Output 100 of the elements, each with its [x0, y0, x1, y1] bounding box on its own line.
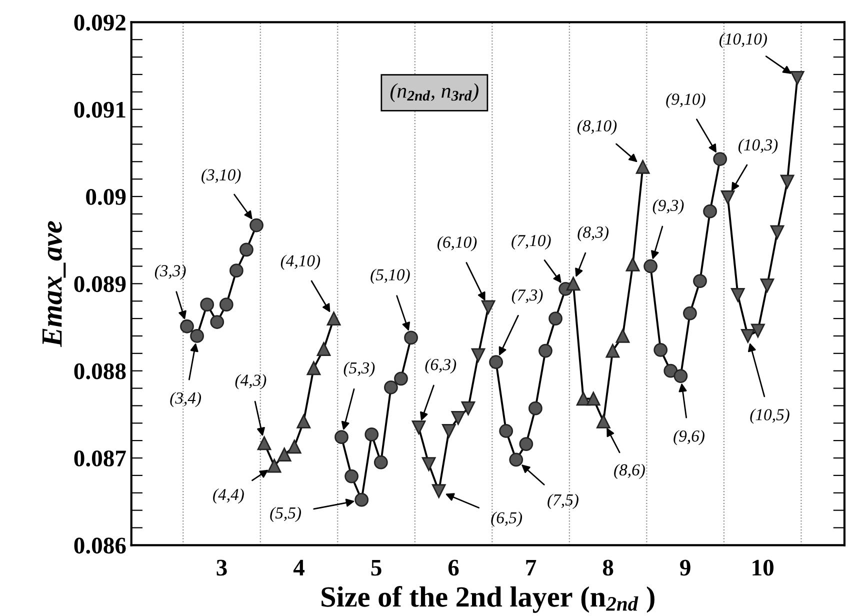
annotation: (10,5) — [750, 408, 790, 424]
point — [730, 288, 745, 302]
annotation: (8,6) — [614, 464, 645, 479]
point — [190, 329, 204, 343]
point — [636, 160, 650, 174]
point — [616, 329, 630, 343]
point — [384, 380, 398, 394]
annotation: (7,3) — [512, 288, 543, 304]
point — [442, 424, 456, 438]
point — [750, 324, 765, 338]
point — [664, 364, 678, 378]
point — [461, 401, 476, 416]
x-tick-label: 5 — [371, 560, 382, 576]
annotation: (9,6) — [674, 430, 704, 446]
point — [780, 174, 794, 189]
annotation: (5,3) — [344, 362, 375, 377]
y-tick-label: 0.091 — [74, 102, 126, 118]
annotation: (10,3) — [738, 138, 778, 154]
point — [316, 342, 331, 356]
point — [703, 204, 717, 218]
point — [528, 401, 542, 416]
point — [326, 312, 341, 326]
point — [219, 298, 234, 312]
y-tick-label: 0.092 — [74, 14, 126, 31]
y-tick-label: 0.088 — [74, 363, 126, 380]
point — [674, 369, 688, 384]
annotation: (4,10) — [280, 254, 320, 270]
y-tick-label: 0.086 — [74, 538, 126, 554]
point — [499, 424, 514, 438]
point — [306, 361, 321, 376]
x-tick-label: 10 — [752, 560, 774, 576]
annotation: (10,10) — [719, 32, 767, 48]
point — [489, 355, 503, 370]
annotation: (3,10) — [202, 168, 241, 184]
point — [644, 259, 658, 274]
annotation: (5,10) — [370, 268, 410, 284]
y-tick-label: 0.089 — [74, 276, 126, 292]
x-tick-label: 3 — [216, 560, 227, 576]
point — [626, 258, 640, 272]
point — [210, 315, 224, 329]
annotation: (5,5) — [270, 506, 302, 522]
annotation: (9,3) — [652, 199, 684, 214]
point — [713, 152, 728, 166]
point — [354, 492, 369, 507]
point — [683, 306, 697, 320]
x-tick-label: 4 — [293, 560, 304, 576]
y-tick-label: 0.087 — [74, 450, 126, 467]
point — [519, 437, 534, 451]
point — [404, 330, 418, 345]
x-tick-label: 6 — [448, 560, 459, 576]
point — [180, 319, 194, 334]
point — [229, 264, 244, 278]
annotation: (4,3) — [235, 374, 266, 390]
point — [412, 420, 426, 434]
annotation: (6,5) — [491, 512, 522, 527]
annotation: (3,3) — [154, 264, 186, 280]
point — [250, 218, 264, 232]
annotation: (4,4) — [213, 488, 244, 504]
annotation: (n$_{2nd}$, n$_{3rd}$) — [390, 83, 478, 102]
annotation: (8,3) — [578, 226, 609, 242]
annotation: (9,10) — [666, 93, 706, 108]
point — [287, 440, 302, 454]
point — [654, 342, 668, 357]
point — [481, 300, 496, 314]
point — [374, 455, 388, 470]
point — [296, 414, 311, 428]
point — [548, 312, 562, 326]
point — [760, 278, 774, 292]
point — [509, 452, 524, 467]
point — [606, 344, 620, 358]
x-axis-title: Size of the 2nd layer (n$_{2nd}$ ) — [322, 586, 654, 613]
point — [790, 71, 804, 85]
point — [277, 448, 292, 462]
point — [451, 410, 466, 425]
point — [720, 190, 735, 204]
point — [538, 344, 552, 358]
annotation: (7,5) — [548, 494, 578, 509]
point — [422, 457, 436, 472]
annotation: (3,4) — [170, 392, 202, 408]
point — [770, 225, 784, 240]
point — [334, 430, 348, 444]
point — [267, 458, 282, 473]
point — [693, 274, 707, 288]
x-tick-label: 8 — [602, 560, 614, 576]
point — [240, 242, 254, 257]
annotation: (6,10) — [438, 236, 477, 252]
y-axis-title: Emax_ave — [42, 221, 66, 348]
annotation: (6,3) — [425, 358, 456, 374]
point — [344, 469, 358, 484]
x-tick-label: 7 — [526, 560, 536, 576]
point — [740, 329, 755, 343]
point — [394, 372, 408, 386]
point — [432, 484, 446, 498]
point — [364, 428, 379, 442]
y-tick-label: 0.09 — [86, 188, 126, 206]
x-tick-label: 9 — [680, 560, 690, 576]
point — [596, 414, 610, 428]
annotation: (7,10) — [512, 234, 551, 250]
point — [200, 298, 214, 312]
annotation: (8,10) — [577, 120, 617, 135]
